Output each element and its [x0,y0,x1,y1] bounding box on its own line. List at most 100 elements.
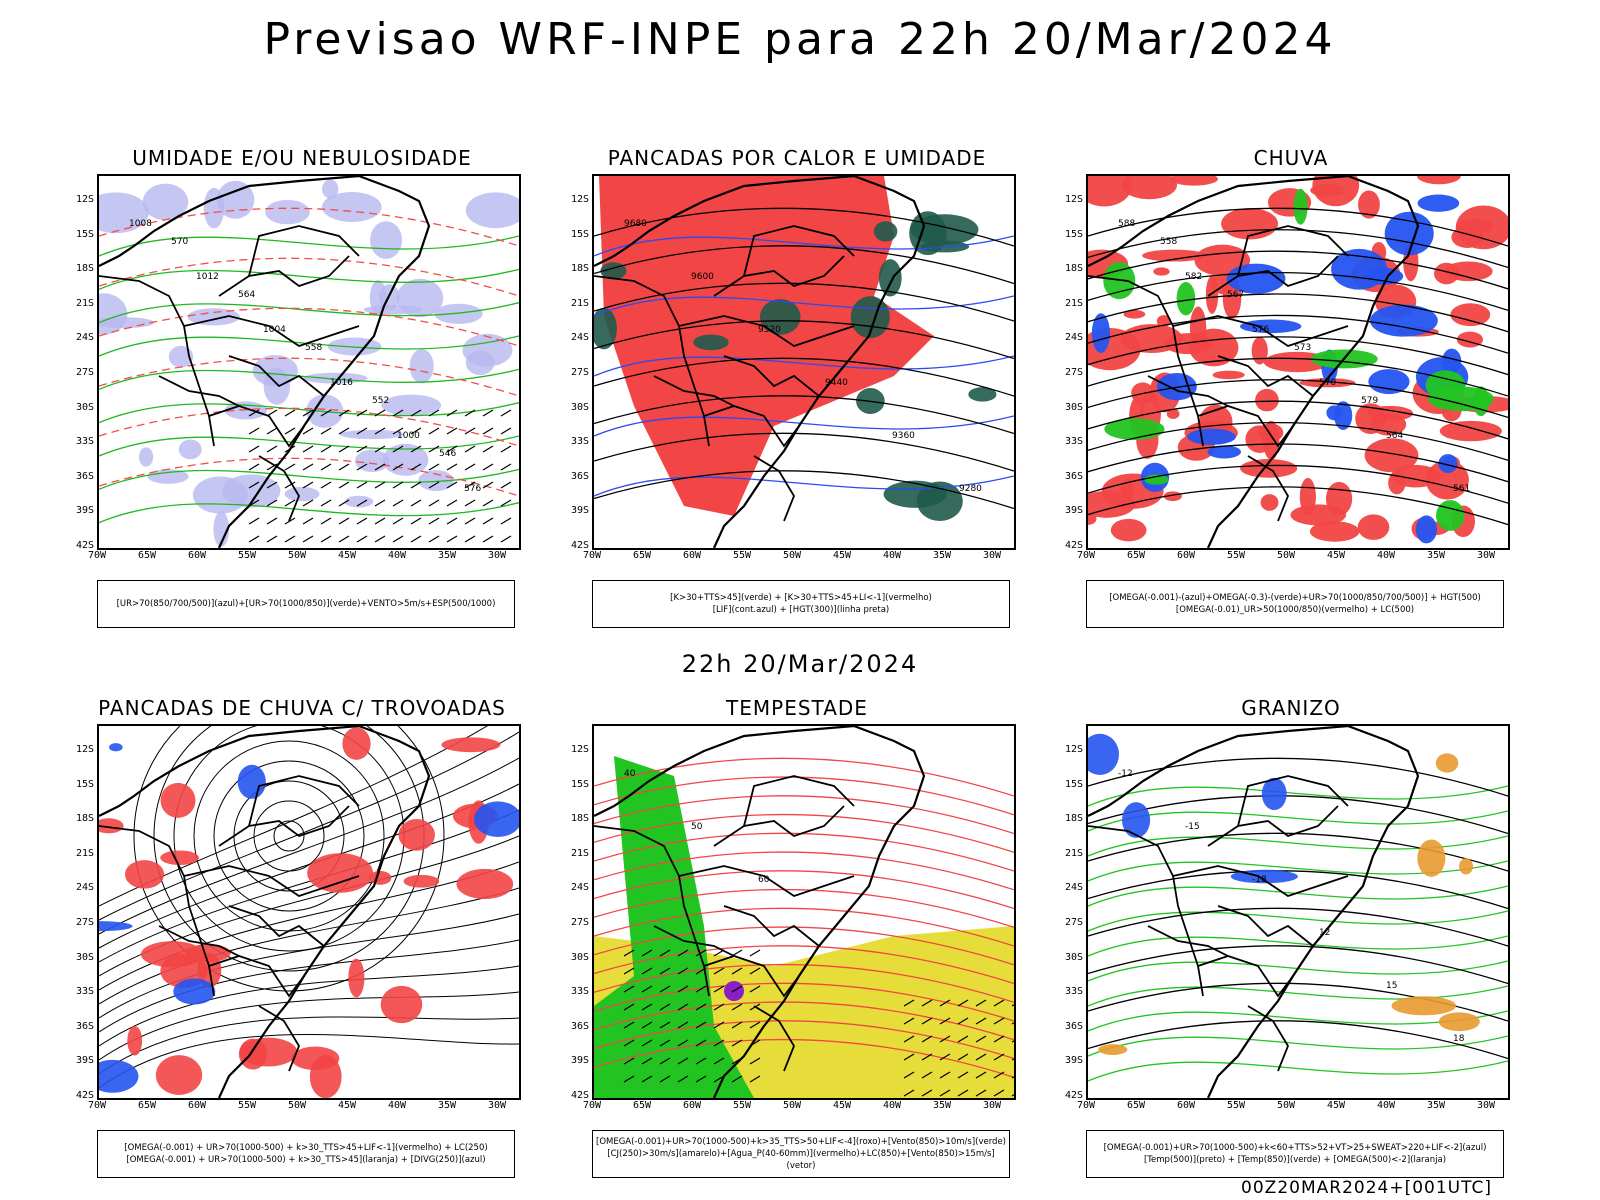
rain-area [1312,176,1360,207]
lon-tick-label: 65W [1126,550,1146,561]
state-border [703,405,800,448]
rain-area [1425,460,1469,500]
contour-line [99,307,519,347]
lon-tick-label: 70W [1076,550,1096,561]
state-border [218,255,350,297]
rain-area [1153,267,1170,276]
lon-tick-label: 60W [682,550,702,561]
storm-area [368,871,392,885]
contour-line [1088,271,1508,311]
humidity-area [370,221,403,259]
state-border [653,375,735,407]
map-area: 40 50 60 [592,724,1016,1100]
storm-area [309,1055,342,1098]
wind-vector [731,1003,743,1011]
contour-line [594,395,1014,435]
omega500-area [1417,839,1446,877]
wind-vector [623,1003,635,1011]
state-border [1217,355,1314,397]
wind-vector [713,1021,725,1029]
wind-vector [731,1075,743,1083]
coastline [594,176,926,548]
wind-vector [939,1017,951,1025]
lat-tick-label: 18S [1064,813,1083,825]
lon-tick-label: 65W [632,1100,652,1111]
wind-vector [482,427,494,435]
wind-vector [248,535,260,543]
contour-line [1088,860,1508,882]
contour-label: 40 [624,769,636,779]
wind-vector [1011,1076,1014,1079]
wind-vector [482,481,494,489]
wind-vector [641,1075,653,1083]
state-border [1247,455,1290,522]
legend-line: [OMEGA(-0.001)+UR>70(1000-500)+k<60+TTS>… [1103,1143,1487,1153]
wind-vector [623,985,635,993]
lat-tick-label: 15S [75,778,94,790]
lon-tick-label: 70W [582,1100,602,1111]
storm-area [127,1025,143,1056]
wind-vector [248,463,260,471]
wind-vector [695,1057,707,1065]
wind-vector [410,427,422,435]
state-border [1237,775,1349,827]
wind-vector [623,967,635,975]
lat-tick-label: 33S [1064,436,1083,448]
lat-tick-label: 12S [1064,744,1083,755]
wind-vector [939,1035,951,1043]
lon-tick-label: 70W [87,1100,107,1111]
contour-line [594,355,1014,377]
lat-tick-label: 33S [1064,986,1083,998]
wind-vector [957,1035,969,1043]
wind-vector [500,517,512,525]
wind-vector [939,1089,951,1097]
state-border [713,805,845,847]
wind-vector [356,535,368,543]
state-border [1088,825,1204,997]
contour-line [594,470,1014,510]
panel-title: PANCADAS POR CALOR E UMIDADE [607,146,987,170]
wind-vector [356,463,368,471]
omega-area [1369,304,1438,337]
omega-area [1226,263,1286,294]
contour-line [594,963,1014,1003]
wind-vector [338,535,350,543]
contour-label: 579 [1361,396,1378,406]
lon-tick-label: 30W [1476,1100,1496,1111]
contour-line [594,1001,1014,1041]
lon-tick-label: 60W [1176,1100,1196,1111]
panel-legend: [OMEGA(-0.001)+UR>70(1000-500)+k<60+TTS>… [1086,1130,1504,1178]
contour-line [1088,870,1508,910]
storm-area [456,868,514,900]
contour-line [1088,293,1508,333]
lon-tick-label: 40W [387,1100,407,1111]
lat-tick-label: 24S [570,332,589,344]
omega-area [1331,248,1388,290]
contour-label: 9520 [758,325,781,335]
streamline [213,760,365,912]
wind-vector [284,427,296,435]
wind-vector [320,427,332,435]
lat-tick-label: 24S [75,882,94,894]
contour-label: -15 [1185,822,1200,832]
wind-vector [302,463,314,471]
wind-vector [500,463,512,471]
lat-tick-label: 24S [75,332,94,344]
wind-vector [1011,1094,1014,1097]
state-border [703,955,800,998]
wind-vector [659,1075,671,1083]
contour-label: 582 [1185,272,1202,282]
heat-area [910,214,979,245]
rain-area [1123,309,1146,319]
lat-tick-label: 36S [75,1020,94,1032]
state-border [723,355,820,397]
state-border [183,865,360,897]
map-canvas: 40 50 60 [594,726,1014,1098]
lat-tick-label: 30S [1064,951,1083,963]
contour-label: 546 [439,449,456,459]
wind-vector [338,517,350,525]
main-title: Previsao WRF-INPE para 22h 20/Mar/2024 [263,14,1337,65]
humidity-area [99,293,128,335]
wind-vector [248,481,260,489]
contour-line [594,907,1014,947]
